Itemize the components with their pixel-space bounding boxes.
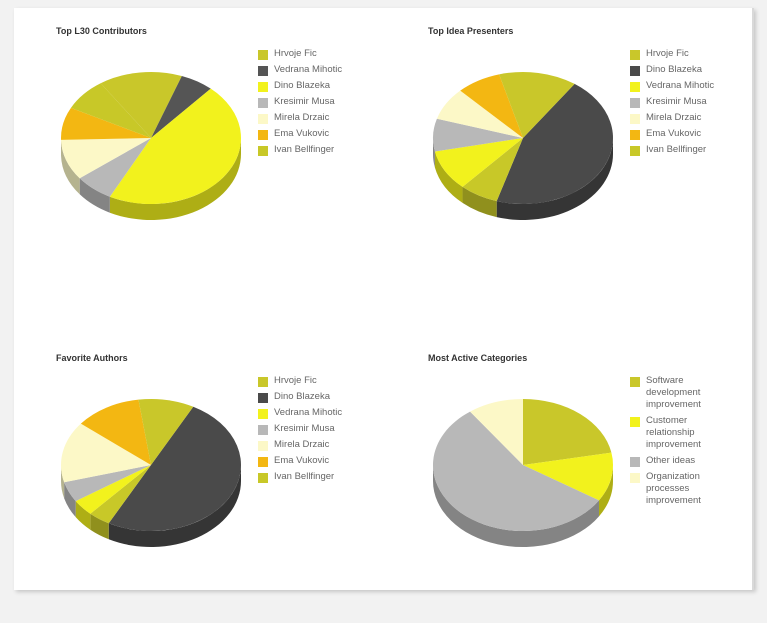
legend-swatch bbox=[630, 82, 640, 92]
legend-label: Ema Vukovic bbox=[274, 455, 354, 467]
legend-item: Dino Blazeka bbox=[630, 64, 767, 76]
chart-legend: Hrvoje Fic Dino Blazeka Vedrana Mihotic Kre… bbox=[258, 375, 408, 487]
legend-label: Ivan Bellfinger bbox=[646, 144, 726, 156]
legend-label: Ema Vukovic bbox=[274, 128, 354, 140]
legend-swatch bbox=[630, 114, 640, 124]
legend-item: Ema Vukovic bbox=[630, 128, 767, 140]
chart-title: Top L30 Contributors bbox=[56, 26, 147, 36]
legend-label: Customer relationship improvement bbox=[646, 415, 726, 451]
legend-label: Hrvoje Fic bbox=[274, 375, 354, 387]
legend-swatch bbox=[258, 473, 268, 483]
legend-label: Kresimir Musa bbox=[646, 96, 726, 108]
legend-label: Other ideas bbox=[646, 455, 726, 467]
legend-label: Kresimir Musa bbox=[274, 96, 354, 108]
chart-card-top-idea-presenters: Top Idea Presenters Hrvoje Fic Dino Blaze… bbox=[428, 26, 767, 296]
chart-card-favorite-authors: Favorite Authors Hrvoje Fic Dino Blazeka V… bbox=[56, 353, 416, 623]
legend-swatch bbox=[258, 377, 268, 387]
legend-swatch bbox=[630, 146, 640, 156]
legend-item: Software development improvement bbox=[630, 375, 767, 411]
chart-legend: Software development improvement Customer… bbox=[630, 375, 767, 511]
legend-item: Mirela Drzaic bbox=[258, 439, 408, 451]
legend-item: Ivan Bellfinger bbox=[630, 144, 767, 156]
legend-label: Dino Blazeka bbox=[274, 391, 354, 403]
chart-legend: Hrvoje Fic Dino Blazeka Vedrana Mihotic Kre… bbox=[630, 48, 767, 160]
legend-swatch bbox=[630, 66, 640, 76]
legend-item: Dino Blazeka bbox=[258, 80, 408, 92]
legend-label: Ema Vukovic bbox=[646, 128, 726, 140]
legend-swatch bbox=[258, 457, 268, 467]
legend-swatch bbox=[258, 66, 268, 76]
legend-swatch bbox=[258, 130, 268, 140]
legend-item: Vedrana Mihotic bbox=[630, 80, 767, 92]
legend-swatch bbox=[258, 393, 268, 403]
legend-label: Ivan Bellfinger bbox=[274, 144, 354, 156]
chart-title: Favorite Authors bbox=[56, 353, 128, 363]
legend-item: Kresimir Musa bbox=[630, 96, 767, 108]
legend-item: Ema Vukovic bbox=[258, 455, 408, 467]
legend-item: Dino Blazeka bbox=[258, 391, 408, 403]
legend-item: Ivan Bellfinger bbox=[258, 144, 408, 156]
pie-chart bbox=[56, 383, 256, 603]
legend-item: Hrvoje Fic bbox=[258, 48, 408, 60]
legend-label: Hrvoje Fic bbox=[274, 48, 354, 60]
legend-item: Other ideas bbox=[630, 455, 767, 467]
legend-label: Hrvoje Fic bbox=[646, 48, 726, 60]
legend-label: Mirela Drzaic bbox=[274, 112, 354, 124]
chart-title: Top Idea Presenters bbox=[428, 26, 513, 36]
legend-swatch bbox=[258, 98, 268, 108]
chart-title: Most Active Categories bbox=[428, 353, 527, 363]
legend-item: Vedrana Mihotic bbox=[258, 64, 408, 76]
legend-label: Dino Blazeka bbox=[274, 80, 354, 92]
legend-swatch bbox=[630, 377, 640, 387]
legend-swatch bbox=[630, 473, 640, 483]
legend-swatch bbox=[258, 441, 268, 451]
legend-swatch bbox=[258, 425, 268, 435]
legend-label: Vedrana Mihotic bbox=[274, 407, 354, 419]
legend-item: Kresimir Musa bbox=[258, 423, 408, 435]
legend-item: Ivan Bellfinger bbox=[258, 471, 408, 483]
legend-label: Vedrana Mihotic bbox=[646, 80, 726, 92]
legend-item: Hrvoje Fic bbox=[630, 48, 767, 60]
legend-swatch bbox=[258, 82, 268, 92]
legend-item: Organization processes improvement bbox=[630, 471, 767, 507]
legend-label: Vedrana Mihotic bbox=[274, 64, 354, 76]
legend-item: Customer relationship improvement bbox=[630, 415, 767, 451]
legend-label: Kresimir Musa bbox=[274, 423, 354, 435]
legend-swatch bbox=[630, 50, 640, 60]
chart-card-most-active-categories: Most Active Categories Software developm… bbox=[428, 353, 767, 623]
chart-card-top-contributors: Top L30 Contributors Hrvoje Fic Vedrana M… bbox=[56, 26, 416, 296]
legend-item: Hrvoje Fic bbox=[258, 375, 408, 387]
legend-swatch bbox=[630, 98, 640, 108]
legend-swatch bbox=[630, 457, 640, 467]
legend-item: Vedrana Mihotic bbox=[258, 407, 408, 419]
legend-label: Ivan Bellfinger bbox=[274, 471, 354, 483]
legend-item: Mirela Drzaic bbox=[630, 112, 767, 124]
pie-chart bbox=[428, 383, 628, 603]
legend-label: Mirela Drzaic bbox=[274, 439, 354, 451]
legend-swatch bbox=[258, 409, 268, 419]
legend-label: Mirela Drzaic bbox=[646, 112, 726, 124]
chart-legend: Hrvoje Fic Vedrana Mihotic Dino Blazeka Kre… bbox=[258, 48, 408, 160]
legend-item: Mirela Drzaic bbox=[258, 112, 408, 124]
pie-chart bbox=[428, 56, 628, 276]
legend-item: Kresimir Musa bbox=[258, 96, 408, 108]
legend-swatch bbox=[630, 130, 640, 140]
legend-swatch bbox=[258, 146, 268, 156]
legend-swatch bbox=[258, 114, 268, 124]
legend-label: Software development improvement bbox=[646, 375, 726, 411]
pie-chart bbox=[56, 56, 256, 276]
legend-swatch bbox=[258, 50, 268, 60]
legend-label: Dino Blazeka bbox=[646, 64, 726, 76]
legend-item: Ema Vukovic bbox=[258, 128, 408, 140]
legend-swatch bbox=[630, 417, 640, 427]
legend-label: Organization processes improvement bbox=[646, 471, 726, 507]
